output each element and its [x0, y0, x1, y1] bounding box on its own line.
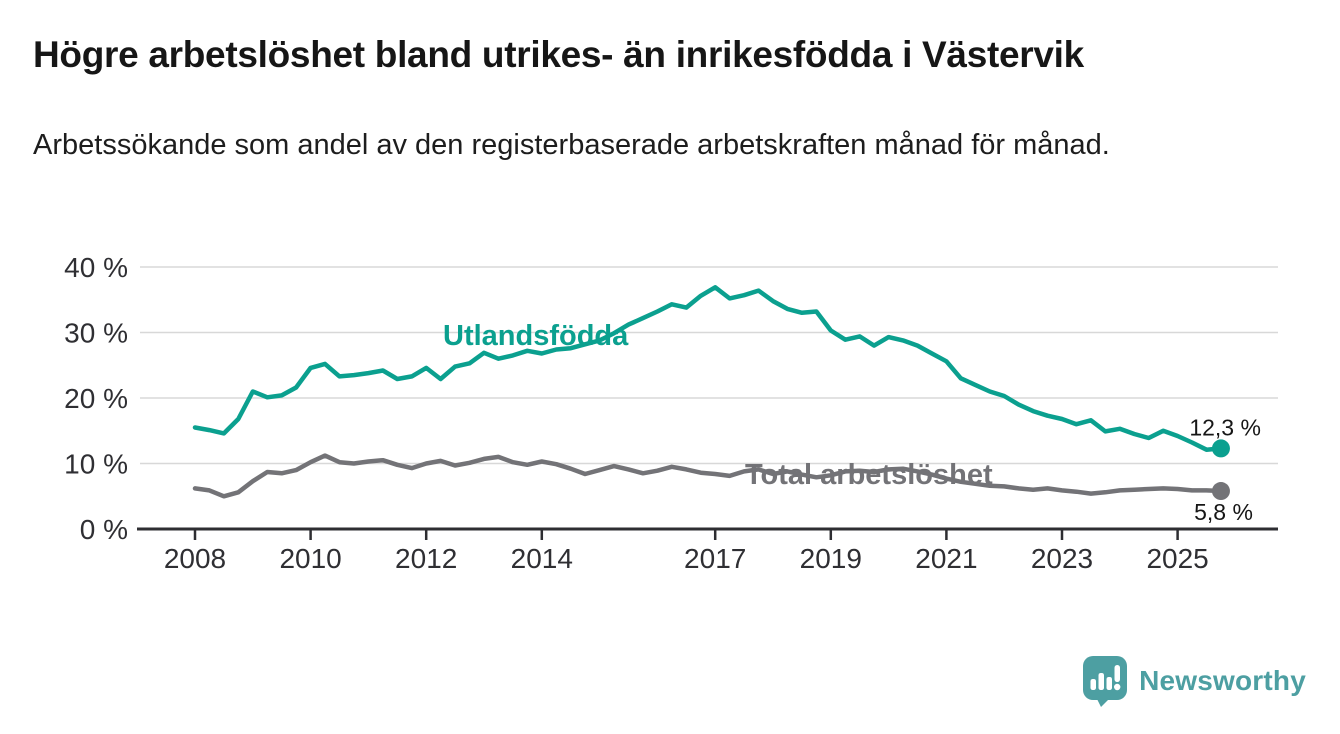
- newsworthy-icon: [1082, 655, 1128, 707]
- series-end-dot: [1211, 439, 1230, 458]
- x-axis-tick-label: 2025: [1146, 543, 1208, 574]
- y-axis-tick-label: 30 %: [64, 318, 128, 349]
- x-axis-tick-label: 2017: [684, 543, 746, 574]
- series-label-total: Total arbetslöshet: [745, 459, 993, 491]
- y-axis-tick-label: 10 %: [64, 449, 128, 480]
- x-axis-tick-label: 2021: [915, 543, 977, 574]
- y-axis-tick-label: 0 %: [80, 514, 128, 545]
- newsworthy-logo: Newsworthy: [1082, 655, 1306, 707]
- y-axis-tick-label: 40 %: [64, 252, 128, 283]
- chart-subtitle: Arbetssökande som andel av den registerb…: [33, 129, 1110, 161]
- x-axis-tick-label: 2012: [395, 543, 457, 574]
- series-end-dot: [1211, 482, 1230, 501]
- line-chart: 0 % 10 % 20 % 30 % 40 % 2008 2010 2012 2014 2017 2…: [64, 252, 1278, 574]
- chart-title: Högre arbetslöshet bland utrikes- än inr…: [33, 34, 1084, 75]
- series-label-utlandsfodda: Utlandsfödda: [443, 320, 629, 352]
- x-axis-tick-label: 2014: [511, 543, 573, 574]
- series-line-total: [192, 453, 1224, 499]
- x-axis-tick-label: 2019: [800, 543, 862, 574]
- series-line-utlandsfodda: [192, 285, 1224, 452]
- x-axis-tick-label: 2010: [279, 543, 341, 574]
- y-axis-tick-label: 20 %: [64, 383, 128, 414]
- series-end-value: 12,3 %: [1189, 414, 1261, 440]
- x-axis-tick-label: 2023: [1031, 543, 1093, 574]
- series-end-value: 5,8 %: [1194, 499, 1253, 525]
- brand-name: Newsworthy: [1139, 665, 1306, 696]
- x-axis-tick-label: 2008: [164, 543, 226, 574]
